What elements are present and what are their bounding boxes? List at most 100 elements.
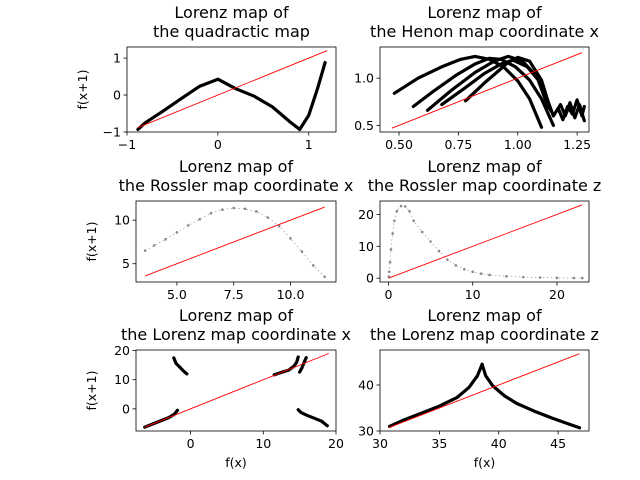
data-point bbox=[221, 208, 224, 212]
y-tick-label: 30 bbox=[358, 424, 374, 439]
y-tick-label: 0 bbox=[122, 401, 130, 416]
y-tick-label: 20 bbox=[114, 343, 130, 358]
x-tick-label: 20 bbox=[328, 436, 344, 451]
data-trace bbox=[144, 207, 325, 278]
data-point bbox=[232, 206, 236, 210]
identity-line bbox=[388, 204, 583, 279]
data-point bbox=[555, 276, 559, 280]
data-series-1 bbox=[143, 408, 180, 429]
data-point bbox=[389, 248, 393, 251]
data-point bbox=[388, 260, 392, 264]
data-series-4 bbox=[440, 58, 556, 118]
chart-title-line-2: the Rossler map coordinate x bbox=[119, 176, 354, 195]
y-axis-label: f(x+1) bbox=[75, 70, 90, 110]
data-series-2 bbox=[411, 56, 556, 128]
identity-line bbox=[144, 206, 325, 277]
data-series-1 bbox=[136, 77, 302, 131]
axes-frame bbox=[379, 200, 590, 283]
x-axis-label: f(x) bbox=[474, 455, 496, 470]
y-axis-label: f(x+1) bbox=[84, 222, 99, 262]
x-tick-label: 30 bbox=[372, 436, 388, 451]
data-series-group bbox=[143, 206, 326, 279]
data-series-1 bbox=[392, 54, 544, 129]
chart-title-line-2: the quadractic map bbox=[153, 22, 310, 41]
y-tick-label: 10 bbox=[358, 239, 374, 254]
y-tick-label: 0 bbox=[366, 271, 374, 286]
y-tick-label: 10 bbox=[114, 213, 130, 228]
data-point bbox=[454, 264, 458, 267]
data-point bbox=[412, 219, 416, 223]
data-series-5 bbox=[296, 408, 329, 428]
chart-title-line-1: Lorenz map of bbox=[427, 306, 542, 325]
axes-frame bbox=[379, 349, 590, 432]
data-point bbox=[479, 272, 483, 276]
x-tick-label: 10 bbox=[255, 436, 271, 451]
x-tick-label: 0.75 bbox=[444, 137, 472, 152]
y-axis-label: f(x+1) bbox=[84, 371, 99, 411]
x-tick-label: −1 bbox=[118, 137, 136, 152]
chart-title-line-1: Lorenz map of bbox=[427, 157, 542, 176]
y-tick-label: 0.5 bbox=[354, 118, 374, 133]
data-point bbox=[152, 244, 156, 247]
data-series-3 bbox=[272, 355, 300, 377]
x-tick-label: 1.00 bbox=[504, 137, 532, 152]
x-tick-label: 1 bbox=[305, 137, 313, 152]
y-tick-label: 1.0 bbox=[354, 71, 374, 86]
data-point bbox=[572, 276, 576, 280]
y-tick-label: −1 bbox=[103, 125, 121, 140]
y-tick-label: 20 bbox=[358, 207, 374, 222]
data-point bbox=[408, 209, 411, 213]
identity-line bbox=[388, 353, 580, 429]
y-tick-label: 10 bbox=[114, 372, 130, 387]
chart-title-line-1: Lorenz map of bbox=[179, 157, 294, 176]
x-tick-label: 20 bbox=[549, 287, 565, 302]
y-tick-label: 0 bbox=[113, 88, 121, 103]
x-tick-label: 1.25 bbox=[563, 137, 591, 152]
identity-line bbox=[144, 353, 329, 428]
x-tick-label: 5.0 bbox=[167, 287, 187, 302]
axes-frame bbox=[135, 349, 337, 432]
data-point bbox=[243, 207, 247, 211]
x-tick-label: 40 bbox=[491, 436, 507, 451]
data-point bbox=[198, 217, 201, 221]
data-series-2 bbox=[480, 362, 582, 430]
data-series-group bbox=[392, 54, 586, 129]
y-tick-label: 5 bbox=[122, 256, 130, 271]
data-series-2 bbox=[172, 356, 189, 376]
x-tick-label: 45 bbox=[550, 436, 566, 451]
data-point bbox=[505, 274, 508, 278]
data-point bbox=[143, 249, 147, 252]
x-tick-label: 0.50 bbox=[385, 137, 413, 152]
x-tick-label: 7.5 bbox=[224, 287, 244, 302]
x-tick-label: 10 bbox=[465, 287, 481, 302]
data-point bbox=[255, 210, 258, 213]
data-point bbox=[395, 209, 399, 213]
chart-title-line-2: the Lorenz map coordinate x bbox=[121, 325, 351, 344]
x-tick-label: 0 bbox=[384, 287, 392, 302]
identity-line bbox=[391, 52, 583, 129]
axes-frame bbox=[126, 46, 337, 133]
data-series-group bbox=[387, 204, 584, 280]
data-series-group bbox=[136, 60, 327, 131]
data-series-7 bbox=[556, 98, 586, 122]
y-tick-label: 40 bbox=[358, 377, 374, 392]
chart-title-line-2: the Rossler map coordinate z bbox=[368, 176, 602, 195]
chart-title-line-1: Lorenz map of bbox=[174, 3, 289, 22]
chart-title-line-1: Lorenz map of bbox=[179, 306, 294, 325]
data-series-5 bbox=[463, 55, 553, 113]
axes-frame bbox=[135, 200, 337, 283]
data-series-group bbox=[387, 362, 582, 430]
data-point bbox=[209, 211, 213, 215]
x-tick-label: 0 bbox=[187, 436, 195, 451]
data-trace bbox=[388, 205, 583, 279]
data-point bbox=[580, 276, 584, 280]
chart-title-line-1: Lorenz map of bbox=[427, 3, 542, 22]
data-point bbox=[391, 232, 394, 235]
data-point bbox=[488, 273, 491, 277]
